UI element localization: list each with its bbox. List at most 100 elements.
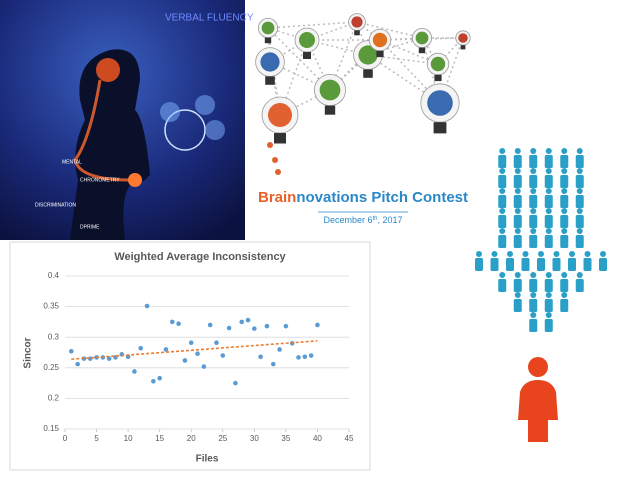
bubble [195, 95, 215, 115]
person-head [584, 251, 591, 257]
person-head [576, 188, 583, 194]
person-body [521, 258, 530, 271]
point [201, 364, 207, 369]
person-head [530, 292, 537, 298]
person-head [530, 168, 537, 174]
point [214, 340, 219, 346]
x-tick-label: 45 [345, 434, 354, 443]
bulb-brain [268, 103, 292, 127]
nerve [73, 79, 131, 182]
bubble [160, 102, 180, 122]
doctor [518, 357, 558, 442]
point [270, 361, 276, 367]
person-head [569, 251, 575, 257]
hand-glow [128, 173, 142, 187]
person-body [560, 215, 569, 228]
person-head [576, 148, 583, 154]
bulb-network [255, 13, 471, 175]
link [267, 21, 358, 29]
person-head [553, 251, 560, 257]
point [226, 325, 232, 331]
point [132, 369, 137, 374]
image-label: DPRIME [80, 224, 100, 230]
person-head [545, 208, 552, 214]
x-tick-label: 35 [281, 434, 290, 443]
person-head [499, 208, 506, 214]
person-head [538, 251, 544, 257]
bulb-brain [299, 32, 315, 48]
person-head [600, 251, 606, 257]
person-head [476, 251, 482, 257]
bulb-base [433, 122, 447, 134]
person-body [583, 258, 592, 271]
person-body [490, 258, 499, 271]
banner-date: December 6th, 2017 [323, 215, 402, 225]
person-head [545, 292, 552, 298]
person-body [513, 195, 522, 208]
person-body [529, 235, 538, 248]
person-head [499, 228, 506, 234]
point [188, 340, 194, 346]
person-body [575, 175, 584, 188]
bulb-brain [319, 79, 341, 101]
chart-title: Weighted Average Inconsistency [114, 251, 286, 263]
point [233, 380, 238, 386]
person-body [529, 299, 538, 312]
point [75, 361, 80, 367]
person-body [498, 175, 507, 188]
bulb-brain [458, 33, 468, 43]
point [245, 317, 251, 323]
x-tick-label: 15 [155, 434, 164, 443]
point [151, 378, 156, 384]
person-head [530, 228, 537, 234]
y-tick-label: 0.3 [48, 332, 60, 341]
bulb-brain [351, 16, 363, 28]
person-body [552, 258, 561, 271]
person-head [530, 312, 537, 318]
person-head [576, 208, 583, 214]
person-body [560, 299, 569, 312]
person-head [561, 228, 568, 234]
point [283, 323, 289, 329]
person-head [514, 188, 521, 194]
person-body [498, 195, 507, 208]
silhouette [70, 49, 150, 240]
dot [275, 169, 281, 175]
bulb-brain [261, 21, 275, 35]
person-body [537, 258, 545, 271]
person-body [544, 155, 553, 168]
person-body [544, 319, 553, 332]
person-head [499, 188, 506, 194]
bulb-base [418, 47, 426, 54]
person-body [513, 215, 522, 228]
person-body [529, 155, 538, 168]
image-label: MENTAL [62, 159, 82, 165]
person-body [475, 258, 483, 271]
date-year: , 2017 [378, 215, 403, 225]
point [144, 303, 150, 309]
person-body [513, 279, 522, 292]
person-body [544, 175, 553, 188]
person-head [491, 251, 498, 257]
x-tick-label: 25 [218, 434, 227, 443]
person-head [514, 168, 521, 174]
person-body [529, 175, 538, 188]
date: December 6 [323, 215, 372, 225]
person-head [561, 168, 568, 174]
person-head [545, 312, 552, 318]
person-head [561, 292, 568, 298]
person-body [575, 279, 584, 292]
person-body [544, 279, 553, 292]
point [252, 326, 257, 331]
trendline [71, 340, 318, 361]
bubble [205, 120, 225, 140]
dot [272, 157, 278, 163]
y-axis-label: Sincor [23, 337, 34, 368]
y-tick-label: 0.15 [43, 424, 59, 433]
bulb-brain [260, 52, 280, 72]
bulb-base [274, 133, 286, 144]
person-head [499, 168, 506, 174]
doctor-head [528, 357, 548, 377]
point [315, 322, 320, 328]
